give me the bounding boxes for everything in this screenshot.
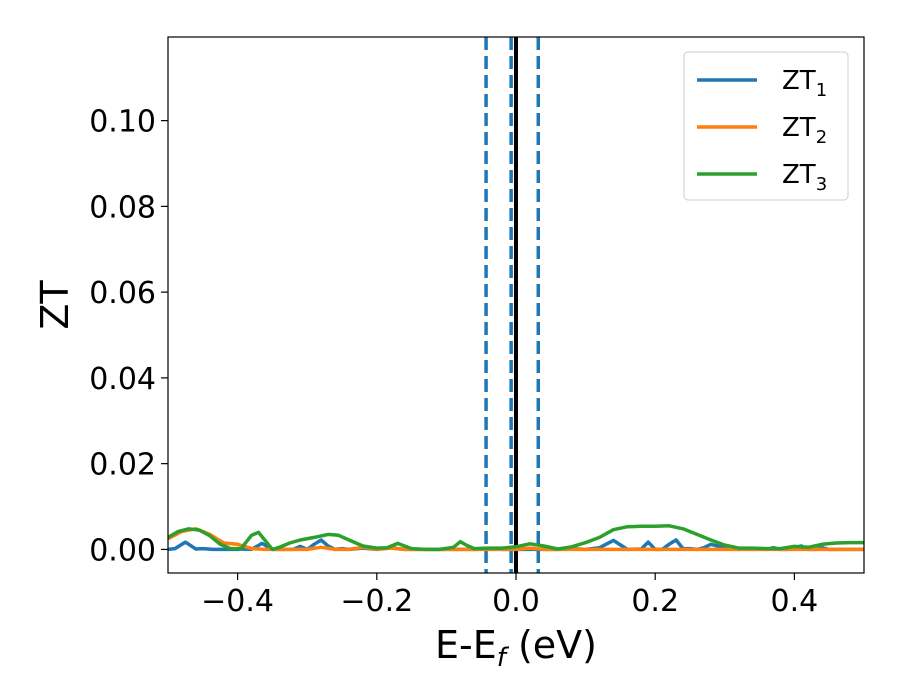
- legend-label-zt3: ZT3: [782, 160, 827, 195]
- legend: ZT1 ZT2 ZT3: [683, 51, 849, 201]
- x-tick-label: 0.0: [492, 584, 540, 619]
- x-axis: −0.4 −0.2 0.0 0.2 0.4: [201, 573, 818, 619]
- y-tick-label: 0.02: [89, 448, 156, 483]
- y-axis: 0.00 0.02 0.04 0.06 0.08 0.10: [89, 105, 168, 568]
- y-tick-label: 0.06: [89, 276, 156, 311]
- x-axis-title-unit: (eV): [506, 623, 597, 667]
- x-tick-label: −0.4: [201, 584, 274, 619]
- legend-box: [683, 51, 849, 201]
- y-tick-label: 0.04: [89, 362, 156, 397]
- x-tick-label: 0.4: [771, 584, 819, 619]
- x-axis-title: E-Ef (eV): [435, 623, 597, 673]
- x-tick-label: −0.2: [340, 584, 413, 619]
- series-lines: [168, 524, 864, 552]
- y-tick-label: 0.08: [89, 190, 156, 225]
- y-tick-label: 0.00: [89, 533, 156, 568]
- legend-label-zt2: ZT2: [782, 113, 827, 148]
- y-tick-label: 0.10: [89, 105, 156, 140]
- legend-label-zt1: ZT1: [782, 66, 827, 101]
- series-line-zt3: [168, 524, 864, 552]
- x-tick-label: 0.2: [631, 584, 679, 619]
- y-axis-title: ZT: [33, 280, 77, 330]
- reference-lines: [484, 37, 541, 573]
- x-axis-title-main: E-E: [435, 623, 497, 667]
